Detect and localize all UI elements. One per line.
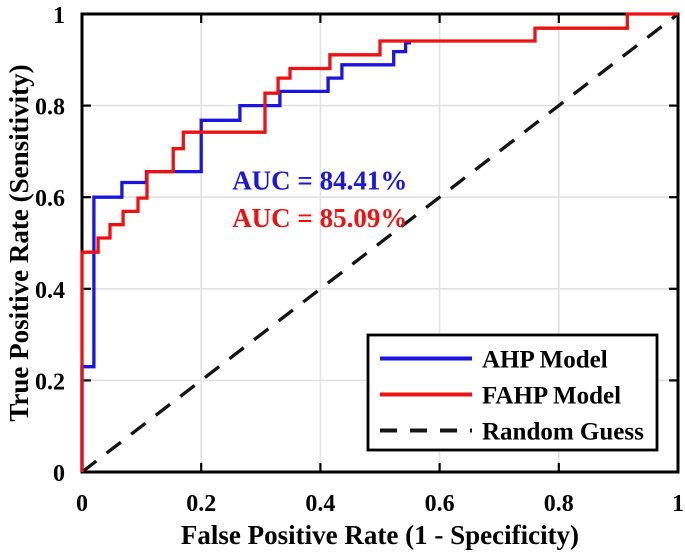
x-axis-title: False Positive Rate (1 - Specificity) [181, 520, 579, 550]
x-tick-label: 0 [76, 491, 88, 517]
legend-label-ahp-model: AHP Model [482, 347, 608, 374]
roc-curve-ahp-model [80, 41, 411, 472]
y-tick-label: 1 [53, 3, 65, 29]
x-tick-label: 1 [672, 491, 684, 517]
legend-label-fahp-model: FAHP Model [482, 383, 621, 410]
axis-tick-labels: 0 0.2 0.4 0.6 0.8 1 0 0.2 0.4 0.6 0.8 1 [35, 3, 684, 517]
y-tick-label: 0 [53, 461, 65, 487]
y-tick-label: 0.2 [35, 369, 65, 395]
random-guess-diagonal-line [80, 12, 680, 474]
legend-label-random-guess: Random Guess [482, 419, 644, 446]
roc-curve-fahp-model [80, 12, 678, 472]
auc-annotations: AUC = 84.41% AUC = 85.09% [232, 165, 407, 233]
y-tick-label: 0.4 [35, 278, 65, 304]
x-tick-label: 0.4 [305, 491, 335, 517]
y-tick-label: 0.8 [35, 95, 65, 121]
legend: AHP Model FAHP Model Random Guess [366, 333, 659, 452]
x-tick-label: 0.8 [544, 491, 574, 517]
y-tick-label: 0.6 [35, 186, 65, 212]
axis-tick-marks [80, 12, 680, 474]
roc-curves-layer [80, 12, 680, 474]
legend-item-fahp-model: FAHP Model [380, 383, 621, 410]
legend-item-ahp-model: AHP Model [380, 347, 608, 374]
x-tick-label: 0.2 [186, 491, 216, 517]
plot-border-box [80, 12, 680, 474]
x-tick-label: 0.6 [425, 491, 455, 517]
legend-item-random-guess: Random Guess [380, 419, 644, 446]
y-axis-title: True Positive Rate (Sensitivity) [4, 64, 34, 421]
auc-value-annotation: AUC = 84.41% [232, 165, 407, 195]
auc-value-annotation: AUC = 85.09% [232, 203, 407, 233]
